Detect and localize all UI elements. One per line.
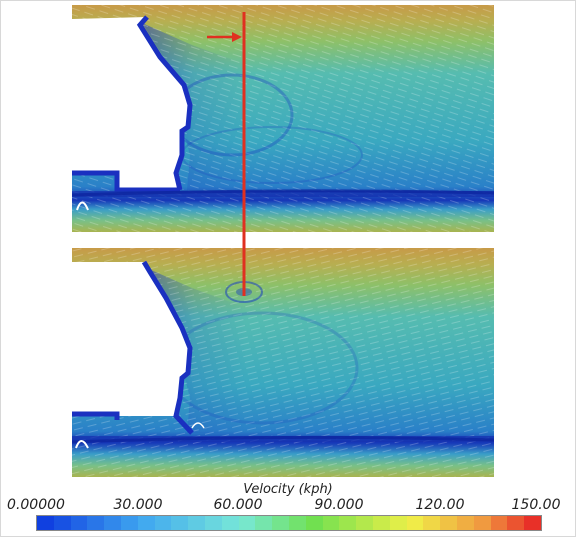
colorbar-segment (456, 516, 474, 530)
colorbar-segment (406, 516, 424, 530)
flow-panel-bottom (72, 248, 494, 477)
colorbar-segment (37, 516, 54, 530)
colorbar-tick-2: 60.000 (213, 497, 263, 513)
colorbar (36, 515, 542, 531)
colorbar-segment (70, 516, 88, 530)
colorbar-segment (238, 516, 256, 530)
colorbar-segment (473, 516, 491, 530)
colorbar-tick-3: 90.000 (314, 497, 364, 513)
colorbar-title: Velocity (kph) (243, 482, 333, 497)
colorbar-segment (372, 516, 390, 530)
vehicle-silhouette-bottom (72, 262, 190, 416)
colorbar-segment (171, 516, 189, 530)
colorbar-tick-1: 30.000 (113, 497, 163, 513)
colorbar-tick-0: 0.00000 (7, 497, 65, 513)
colorbar-segment (188, 516, 205, 530)
colorbar-segment (423, 516, 441, 530)
colorbar-tick-4: 120.00 (415, 497, 465, 513)
colorbar-segment (507, 516, 525, 530)
colorbar-segment (305, 516, 323, 530)
colorbar-segment (137, 516, 155, 530)
colorbar-segment (389, 516, 407, 530)
flow-panel-top (72, 5, 494, 232)
colorbar-segment (154, 516, 172, 530)
colorbar-segment (221, 516, 239, 530)
colorbar-segment (104, 516, 121, 530)
velocity-field-bottom (72, 248, 494, 477)
colorbar-segment (120, 516, 138, 530)
colorbar-tick-5: 150.00 (511, 497, 561, 513)
colorbar-segment (440, 516, 457, 530)
arrow-right-icon (232, 32, 242, 42)
colorbar-segment (356, 516, 373, 530)
colorbar-segment (87, 516, 105, 530)
colorbar-segment (524, 516, 541, 530)
colorbar-segment (339, 516, 357, 530)
colorbar-segment (288, 516, 306, 530)
colorbar-segment (255, 516, 273, 530)
colorbar-segment (490, 516, 508, 530)
colorbar-segment (322, 516, 340, 530)
colorbar-segment (272, 516, 289, 530)
velocity-field-top (72, 5, 494, 232)
colorbar-segment (53, 516, 71, 530)
colorbar-segment (204, 516, 222, 530)
